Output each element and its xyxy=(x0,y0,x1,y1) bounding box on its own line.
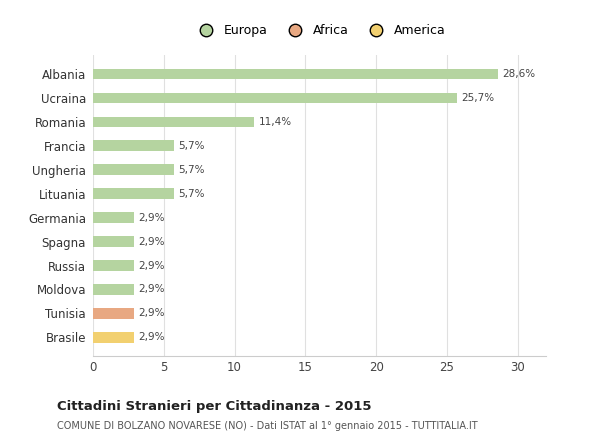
Text: 5,7%: 5,7% xyxy=(178,165,205,175)
Bar xyxy=(93,188,173,199)
Bar xyxy=(93,117,254,127)
Text: 5,7%: 5,7% xyxy=(178,189,205,199)
Bar xyxy=(93,284,134,295)
Text: 2,9%: 2,9% xyxy=(139,213,165,223)
Bar xyxy=(93,212,134,223)
Bar xyxy=(93,332,134,343)
Text: 25,7%: 25,7% xyxy=(461,93,494,103)
Legend: Europa, Africa, America: Europa, Africa, America xyxy=(189,19,450,42)
Bar xyxy=(93,140,173,151)
Bar xyxy=(93,260,134,271)
Bar xyxy=(93,165,173,175)
Bar xyxy=(93,308,134,319)
Text: 2,9%: 2,9% xyxy=(139,308,165,319)
Text: 2,9%: 2,9% xyxy=(139,284,165,294)
Text: Cittadini Stranieri per Cittadinanza - 2015: Cittadini Stranieri per Cittadinanza - 2… xyxy=(57,400,371,413)
Text: 5,7%: 5,7% xyxy=(178,141,205,151)
Text: 2,9%: 2,9% xyxy=(139,260,165,271)
Text: COMUNE DI BOLZANO NOVARESE (NO) - Dati ISTAT al 1° gennaio 2015 - TUTTITALIA.IT: COMUNE DI BOLZANO NOVARESE (NO) - Dati I… xyxy=(57,421,478,431)
Bar xyxy=(93,69,498,80)
Text: 2,9%: 2,9% xyxy=(139,332,165,342)
Text: 2,9%: 2,9% xyxy=(139,237,165,246)
Bar xyxy=(93,236,134,247)
Text: 28,6%: 28,6% xyxy=(502,69,535,79)
Bar xyxy=(93,93,457,103)
Text: 11,4%: 11,4% xyxy=(259,117,292,127)
